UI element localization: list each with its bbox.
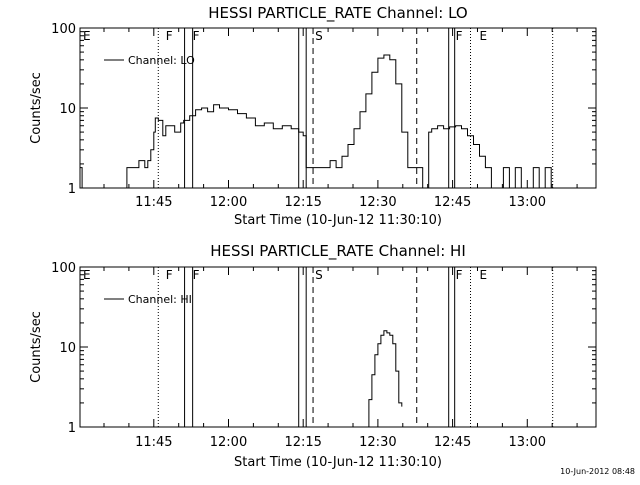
x-axis-label: Start Time (10-Jun-12 11:30:10) xyxy=(234,213,442,228)
x-tick-label: 11:45 xyxy=(135,435,172,450)
series-line xyxy=(80,54,558,189)
flag-label: E xyxy=(83,268,91,282)
flag-label: F xyxy=(193,29,200,43)
x-tick-label: 12:45 xyxy=(434,435,471,450)
flag-label: F xyxy=(456,268,463,282)
x-tick-label: 12:30 xyxy=(359,435,396,450)
y-tick-label: 10 xyxy=(59,341,76,356)
footer-timestamp: 10-Jun-2012 08:48 xyxy=(560,467,635,476)
y-axis-label: Counts/sec xyxy=(29,72,44,144)
x-axis-label: Start Time (10-Jun-12 11:30:10) xyxy=(234,455,442,470)
y-tick-label: 1 xyxy=(68,421,76,436)
panel-lo: HESSI PARTICLE_RATE Channel: LO 1 10 100 11:… xyxy=(29,4,597,228)
flag-label: S xyxy=(315,29,323,43)
x-tick-label: 12:00 xyxy=(210,195,247,210)
chart-title: HESSI PARTICLE_RATE Channel: HI xyxy=(210,242,466,261)
flag-label: E xyxy=(479,29,487,43)
x-tick-label: 12:30 xyxy=(359,195,396,210)
y-tick-label: 1 xyxy=(68,182,76,197)
flag-label: F xyxy=(456,29,463,43)
y-tick-label: 100 xyxy=(51,22,76,37)
chart-title: HESSI PARTICLE_RATE Channel: LO xyxy=(208,4,467,23)
x-tick-label: 13:00 xyxy=(509,435,546,450)
x-tick-label: 13:00 xyxy=(509,195,546,210)
y-tick-label: 100 xyxy=(51,261,76,276)
flag-label: F xyxy=(193,268,200,282)
y-tick-label: 10 xyxy=(59,102,76,117)
panel-hi: HESSI PARTICLE_RATE Channel: HI 1 10 100 11:… xyxy=(29,242,597,470)
legend-label: Channel: LO xyxy=(128,54,195,67)
y-axis-label: Counts/sec xyxy=(29,311,44,383)
series-line xyxy=(365,330,403,428)
plot-frame xyxy=(79,266,597,428)
flag-label: F xyxy=(166,268,173,282)
x-tick-label: 12:00 xyxy=(210,435,247,450)
legend-label: Channel: HI xyxy=(128,293,192,306)
x-tick-label: 12:15 xyxy=(284,195,321,210)
x-tick-label: 12:15 xyxy=(284,435,321,450)
plot-frame xyxy=(79,27,597,189)
x-tick-label: 11:45 xyxy=(135,195,172,210)
flag-label: S xyxy=(315,268,323,282)
flag-label: E xyxy=(83,29,91,43)
x-tick-label: 12:45 xyxy=(434,195,471,210)
flag-label: F xyxy=(166,29,173,43)
flag-label: E xyxy=(479,268,487,282)
